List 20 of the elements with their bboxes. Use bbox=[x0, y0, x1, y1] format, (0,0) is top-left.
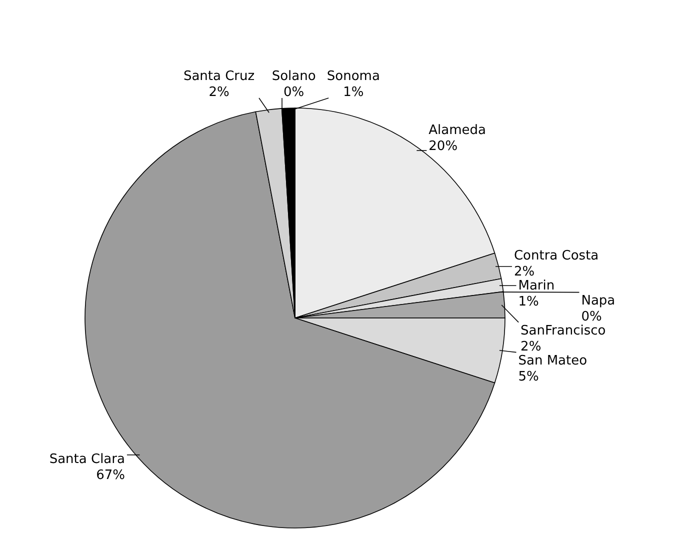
data-label: 67% bbox=[96, 468, 125, 484]
slice-label: Marin bbox=[518, 278, 555, 294]
text: 0% bbox=[283, 85, 304, 100]
data-label: 2% bbox=[520, 339, 542, 354]
data-label: 5% bbox=[518, 369, 539, 384]
slice-label: Contra Costa bbox=[514, 248, 599, 264]
category-label: Solano bbox=[272, 69, 316, 84]
slice-label: Santa Cruz bbox=[183, 69, 255, 84]
slice-label: Santa Clara bbox=[49, 452, 125, 468]
data-label: 2% bbox=[208, 85, 230, 100]
text: 0% bbox=[581, 309, 602, 324]
slice-label: Sonoma bbox=[326, 69, 380, 84]
slice-label: San Mateo bbox=[518, 353, 588, 368]
data-label: 1% bbox=[518, 294, 539, 310]
slice-label: SanFrancisco bbox=[520, 323, 606, 338]
data-label: 1% bbox=[343, 85, 364, 100]
data-label: 20% bbox=[428, 138, 458, 154]
data-label: 2% bbox=[514, 264, 535, 280]
category-label: Napa bbox=[581, 293, 616, 308]
slice-label: Alameda bbox=[428, 122, 486, 138]
